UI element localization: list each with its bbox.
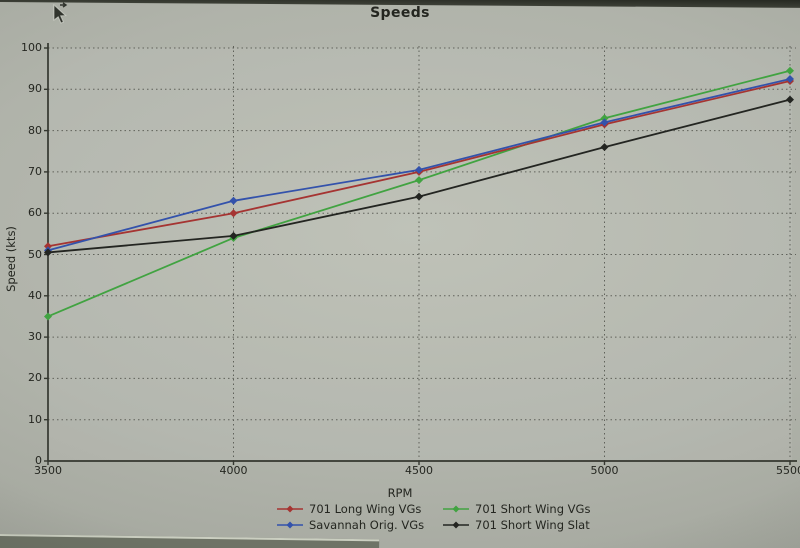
y-tick-label: 10: [28, 412, 42, 426]
data-point-marker: [229, 196, 238, 205]
data-point-marker: [600, 143, 609, 152]
legend-item: 701 Short Wing Slat: [442, 518, 590, 532]
legend-item: 701 Long Wing VGs: [276, 502, 436, 516]
data-point-marker: [44, 312, 52, 321]
x-axis-label: RPM: [387, 486, 413, 500]
data-point-marker: [415, 192, 423, 201]
y-tick-label: 0: [35, 454, 42, 467]
data-point-marker: [229, 231, 238, 240]
axis-ticks: [44, 47, 791, 465]
chart-legend: 701 Long Wing VGs 701 Short Wing VGs Savan…: [276, 502, 590, 532]
chart-title: Speeds: [370, 5, 430, 21]
y-tick-label: 60: [28, 206, 42, 220]
data-point-marker: [415, 176, 423, 185]
x-tick-label: 5500: [776, 464, 800, 477]
data-point-marker: [600, 118, 609, 127]
legend-marker-icon: [277, 521, 303, 529]
plot-background: [48, 48, 792, 461]
gridlines: [48, 46, 796, 461]
data-point-marker: [786, 74, 794, 83]
legend-label: 701 Short Wing Slat: [475, 518, 590, 532]
y-tick-label: 70: [28, 164, 42, 178]
legend-label: Savannah Orig. VGs: [309, 518, 425, 532]
legend-marker-icon: [443, 505, 469, 513]
legend-label: 701 Long Wing VGs: [309, 502, 422, 516]
y-tick-label: 30: [28, 330, 42, 344]
legend-marker-icon: [277, 505, 303, 513]
legend-marker-icon: [443, 521, 469, 529]
legend-item: Savannah Orig. VGs: [276, 518, 436, 532]
data-point-marker: [44, 242, 52, 251]
data-point-marker: [786, 95, 794, 104]
data-point-marker: [786, 66, 794, 75]
series-701-short-wing-slat: [44, 95, 794, 257]
y-tick-label: 20: [28, 371, 42, 385]
data-point-marker: [600, 114, 609, 123]
x-tick-label: 5000: [590, 464, 619, 477]
y-tick-label: 90: [28, 82, 42, 96]
legend-label: 701 Short Wing VGs: [475, 502, 591, 516]
legend-item: 701 Short Wing VGs: [442, 502, 590, 516]
x-tick-label: 3500: [34, 464, 62, 477]
y-tick-label: 50: [28, 247, 42, 261]
y-tick-label: 100: [21, 41, 42, 54]
x-tick-label: 4000: [219, 464, 248, 477]
data-point-marker: [44, 248, 52, 257]
y-tick-label: 40: [28, 288, 42, 302]
data-point-marker: [229, 209, 238, 218]
mouse-cursor-icon: [53, 2, 68, 24]
y-tick-label: 80: [28, 123, 42, 137]
data-point-marker: [415, 165, 423, 174]
x-tick-label: 4500: [405, 464, 433, 477]
